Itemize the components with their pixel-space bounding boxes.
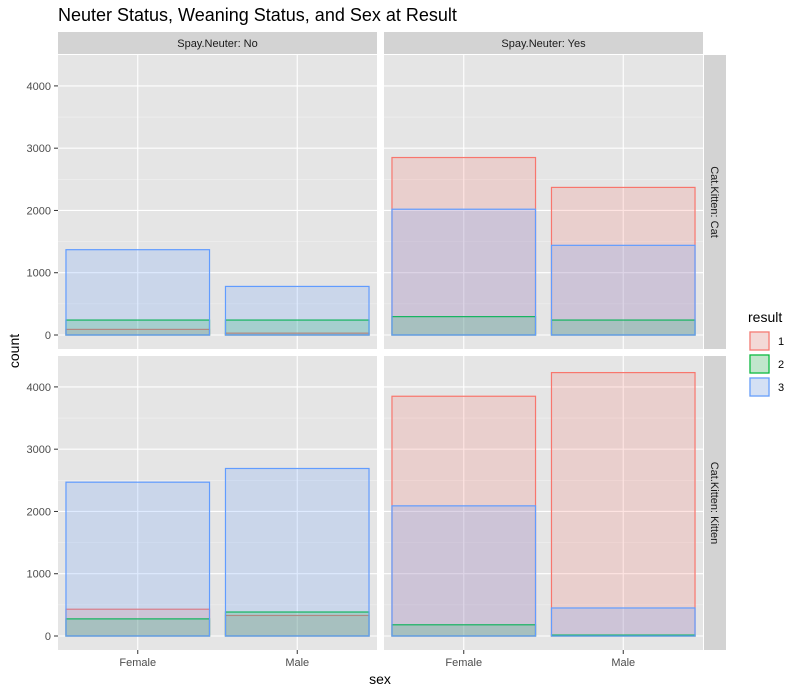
facet-strip-label: Spay.Neuter: No	[177, 38, 258, 50]
x-tick-label: Female	[445, 657, 482, 669]
panel-background	[58, 55, 377, 349]
x-tick-label: Male	[285, 657, 309, 669]
x-tick-label: Male	[611, 657, 635, 669]
legend-title: result	[748, 309, 782, 325]
panel-background	[384, 55, 703, 349]
bar-yes-kitten-female-result-3	[391, 505, 537, 637]
facet-strip-label: Cat.Kitten: Kitten	[708, 462, 720, 545]
bar-no-kitten-male-result-3	[224, 467, 370, 637]
panels-layer: Spay.Neuter: No Spay.Neuter: Yes Cat.Kitte…	[27, 32, 726, 669]
facet-strip-top	[384, 32, 703, 54]
legend-key-swatch	[749, 331, 770, 351]
y-tick-label: 4000	[27, 382, 51, 394]
facet-strip-label: Spay.Neuter: Yes	[501, 38, 586, 50]
legend-key-bg	[749, 354, 770, 374]
y-tick-label: 1000	[27, 268, 51, 280]
legend-key-swatch	[749, 377, 770, 397]
bar-yes-kitten-female-result-1	[391, 395, 537, 637]
y-axis-title: count	[6, 334, 22, 368]
bar-no-cat-female-result-3	[65, 249, 211, 336]
y-tick-label: 3000	[27, 444, 51, 456]
legend-key-bg	[749, 331, 770, 351]
legend-label: 1	[778, 336, 784, 348]
bar-no-cat-male-result-3	[224, 285, 370, 336]
y-tick-label: 1000	[27, 569, 51, 581]
bar-yes-kitten-male-result-1	[550, 371, 696, 637]
legend-key-swatch	[749, 354, 770, 374]
y-tick-label: 2000	[27, 506, 51, 518]
facet-strip-label: Cat.Kitten: Cat	[708, 166, 720, 238]
facet-strip-right	[704, 55, 726, 349]
legend: result 1 2 3	[748, 309, 784, 397]
y-tick-label: 0	[45, 330, 51, 342]
facet-strip-top	[58, 32, 377, 54]
bar-yes-kitten-male-result-3	[550, 607, 696, 637]
panel-background	[58, 356, 377, 650]
y-tick-label: 0	[45, 631, 51, 643]
bar-yes-cat-female-result-1	[391, 156, 537, 336]
legend-label: 3	[778, 382, 784, 394]
chart-title: Neuter Status, Weaning Status, and Sex a…	[58, 5, 457, 25]
legend-label: 2	[778, 359, 784, 371]
y-tick-label: 3000	[27, 143, 51, 155]
y-tick-label: 2000	[27, 205, 51, 217]
x-tick-label: Female	[119, 657, 156, 669]
x-axis-title: sex	[369, 671, 391, 687]
y-tick-label: 4000	[27, 81, 51, 93]
panel-background	[384, 356, 703, 650]
legend-key-bg	[749, 377, 770, 397]
bar-yes-cat-female-result-3	[391, 208, 537, 336]
bar-no-kitten-female-result-3	[65, 481, 211, 637]
bar-yes-cat-male-result-3	[550, 244, 696, 336]
facet-strip-right	[704, 356, 726, 650]
